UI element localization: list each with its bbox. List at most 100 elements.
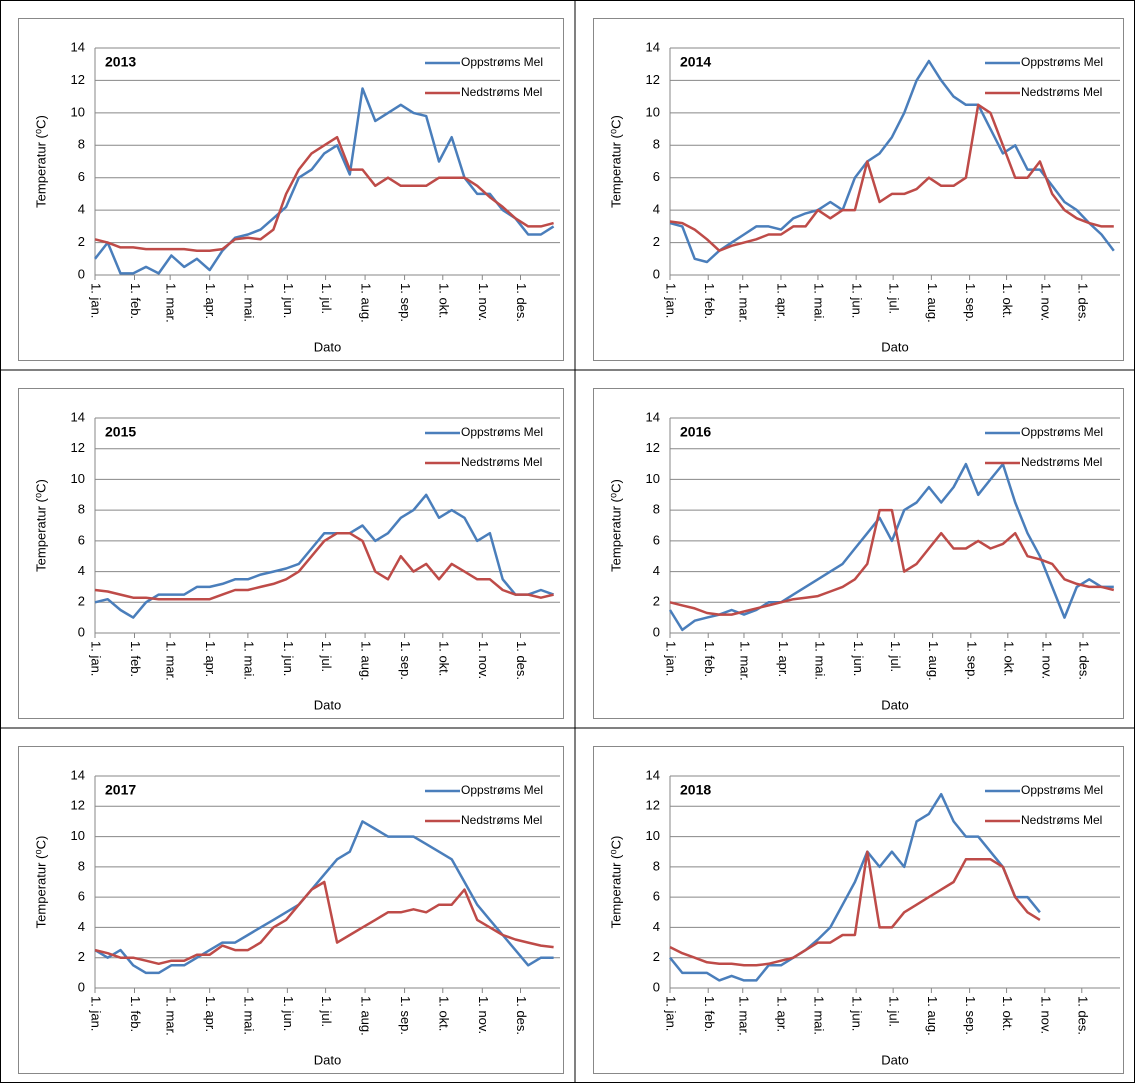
y-tick-label: 0	[653, 979, 660, 994]
x-tick-label: 1. feb.	[702, 996, 717, 1032]
x-tick-label: 1. jun.	[850, 996, 865, 1031]
legend-label: Oppstrøms Mel	[461, 55, 543, 69]
x-tick-label: 1. jul.	[887, 996, 902, 1027]
chart-panel: 0 2 4 6 8 10 12 14 1. jan. 1. feb. 1. mar. 1. apr. 1…	[593, 388, 1124, 719]
series-line	[669, 508, 1115, 616]
y-tick-label: 8	[653, 858, 660, 873]
legend-label: Nedstrøms Mel	[1021, 455, 1102, 469]
y-tick-label: 2	[653, 949, 660, 964]
y-tick-label: 10	[71, 471, 85, 486]
x-tick-label: 1. mai.	[241, 996, 256, 1035]
x-tick-label: 1. sep.	[964, 641, 979, 680]
x-tick-label: 1. apr.	[776, 641, 791, 677]
y-tick-label: 14	[71, 767, 85, 782]
x-tick-label: 1. mai.	[812, 283, 827, 322]
x-tick-label: 1. feb.	[128, 996, 143, 1032]
x-tick-label: 1. des.	[1075, 996, 1090, 1035]
x-axis-label: Dato	[881, 1052, 908, 1067]
chart-panel: 0 2 4 6 8 10 12 14 1. jan. 1. feb. 1. mar. 1. apr. 1…	[593, 746, 1124, 1074]
y-tick-label: 8	[78, 858, 85, 873]
series-line	[668, 462, 1114, 632]
x-axis-label: Dato	[881, 339, 908, 354]
x-tick-label: 1. nov.	[476, 641, 491, 679]
x-tick-label: 1. des.	[1077, 641, 1092, 680]
x-tick-label: 1. jul.	[319, 996, 334, 1027]
x-tick-label: 1. nov.	[1038, 996, 1053, 1034]
x-tick-label: 1. nov.	[1038, 283, 1053, 321]
series-line	[94, 880, 554, 966]
x-tick-label: 1. mar.	[736, 283, 751, 323]
x-tick-label: 1. okt.	[1000, 996, 1015, 1031]
x-tick-label: 1. jun.	[281, 641, 296, 676]
x-tick-label: 1. sep.	[963, 996, 978, 1035]
series-line	[94, 135, 554, 252]
y-tick-label: 14	[646, 767, 660, 782]
y-axis-label: Temperatur (⁰C)	[33, 479, 48, 572]
x-tick-label: 1. okt.	[436, 283, 451, 318]
y-tick-label: 10	[646, 828, 660, 843]
x-tick-label: 1. jun.	[850, 283, 865, 318]
x-tick-label: 1. mar.	[736, 996, 751, 1036]
x-tick-label: 1. jan.	[89, 283, 104, 318]
chart-panel: 0 2 4 6 8 10 12 14 1. jan. 1. feb. 1. mar. 1. apr. 1…	[18, 746, 564, 1074]
y-tick-label: 14	[71, 39, 85, 54]
y-tick-label: 4	[78, 202, 85, 217]
x-tick-label: 1. nov.	[476, 996, 491, 1034]
x-tick-label: 1. jun.	[851, 641, 866, 676]
x-tick-label: 1. jul.	[887, 283, 902, 314]
y-tick-label: 4	[653, 919, 660, 934]
x-tick-label: 1. sep.	[398, 283, 413, 322]
y-tick-label: 14	[71, 409, 85, 424]
x-tick-label: 1. des.	[514, 996, 529, 1035]
x-tick-label: 1. jun.	[281, 996, 296, 1031]
x-tick-label: 1. jul.	[319, 641, 334, 672]
x-tick-label: 1. feb.	[702, 641, 717, 677]
y-tick-label: 8	[78, 502, 85, 517]
x-tick-label: 1. jan.	[664, 283, 679, 318]
x-tick-label: 1. des.	[514, 641, 529, 680]
x-tick-label: 1. sep.	[963, 283, 978, 322]
x-tick-label: 1. okt.	[1001, 641, 1016, 676]
x-tick-label: 1. apr.	[203, 996, 218, 1032]
series-line	[669, 850, 1041, 967]
y-tick-label: 6	[653, 889, 660, 904]
legend-label: Oppstrøms Mel	[461, 783, 543, 797]
y-tick-label: 10	[646, 471, 660, 486]
y-tick-label: 8	[653, 137, 660, 152]
x-tick-label: 1. mar.	[164, 996, 179, 1036]
y-tick-label: 4	[78, 563, 85, 578]
x-tick-label: 1. apr.	[775, 996, 790, 1032]
x-tick-label: 1. aug.	[925, 996, 940, 1036]
y-tick-label: 6	[78, 889, 85, 904]
x-tick-label: 1. mai.	[241, 641, 256, 680]
x-tick-label: 1. apr.	[203, 641, 218, 677]
legend-label: Nedstrøms Mel	[1021, 85, 1102, 99]
x-axis-label: Dato	[314, 339, 341, 354]
chart-frame	[593, 388, 1124, 719]
y-tick-label: 2	[78, 594, 85, 609]
y-axis-label: Temperatur (⁰C)	[33, 836, 48, 929]
y-tick-label: 6	[78, 169, 85, 184]
y-tick-label: 0	[78, 624, 85, 639]
legend-label: Oppstrøms Mel	[1021, 783, 1103, 797]
x-tick-label: 1. aug.	[359, 996, 374, 1036]
x-axis-label: Dato	[881, 697, 908, 712]
x-tick-label: 1. okt.	[436, 996, 451, 1031]
x-tick-label: 1. jan.	[664, 996, 679, 1031]
x-tick-label: 1. jan.	[89, 641, 104, 676]
x-tick-label: 1. mai.	[241, 283, 256, 322]
chart-title: 2018	[680, 782, 711, 798]
x-tick-label: 1. mar.	[164, 641, 179, 681]
y-tick-label: 6	[78, 532, 85, 547]
y-tick-label: 14	[646, 39, 660, 54]
chart-title: 2013	[105, 54, 136, 70]
x-tick-label: 1. feb.	[128, 283, 143, 319]
x-tick-label: 1. okt.	[436, 641, 451, 676]
x-tick-label: 1. mai.	[812, 996, 827, 1035]
series-line	[669, 103, 1114, 252]
chart-title: 2015	[105, 424, 136, 440]
y-tick-label: 4	[653, 202, 660, 217]
x-tick-label: 1. aug.	[359, 283, 374, 323]
x-tick-label: 1. mai.	[813, 641, 828, 680]
